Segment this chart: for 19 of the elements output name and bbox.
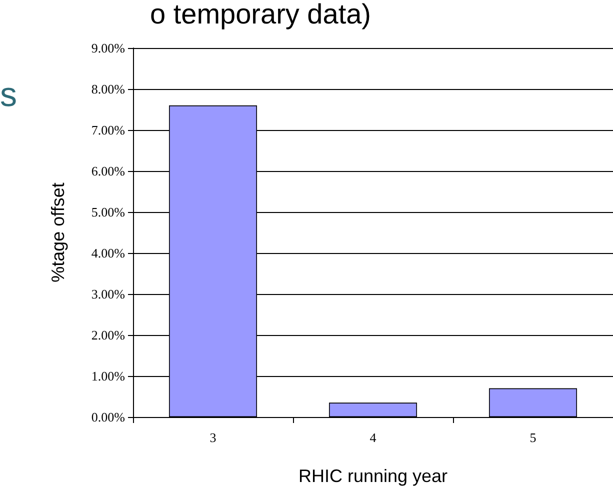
y-tick-label: 6.00% xyxy=(91,164,126,178)
y-tick-label: 9.00% xyxy=(91,40,126,56)
x-axis-title: RHIC running year xyxy=(298,466,448,486)
y-tick-label: 0.00% xyxy=(91,410,126,424)
bar xyxy=(489,388,577,417)
y-tick-label: 7.00% xyxy=(91,122,126,138)
y-tick-label: 8.00% xyxy=(91,82,126,96)
y-axis-title: %tage offset xyxy=(48,182,68,282)
x-tick-label: 3 xyxy=(210,430,216,445)
x-tick-label: 4 xyxy=(370,430,377,445)
y-tick-label: 2.00% xyxy=(91,328,126,342)
y-tick-label: 5.00% xyxy=(91,204,126,220)
y-tick-label: 1.00% xyxy=(91,368,126,384)
x-tick-label: 5 xyxy=(530,430,536,445)
y-tick-label: 3.00% xyxy=(91,286,126,302)
bar xyxy=(329,402,417,417)
text: s xyxy=(0,76,17,114)
text: o temporary data) xyxy=(150,0,371,30)
y-tick-label: 4.00% xyxy=(91,246,126,260)
